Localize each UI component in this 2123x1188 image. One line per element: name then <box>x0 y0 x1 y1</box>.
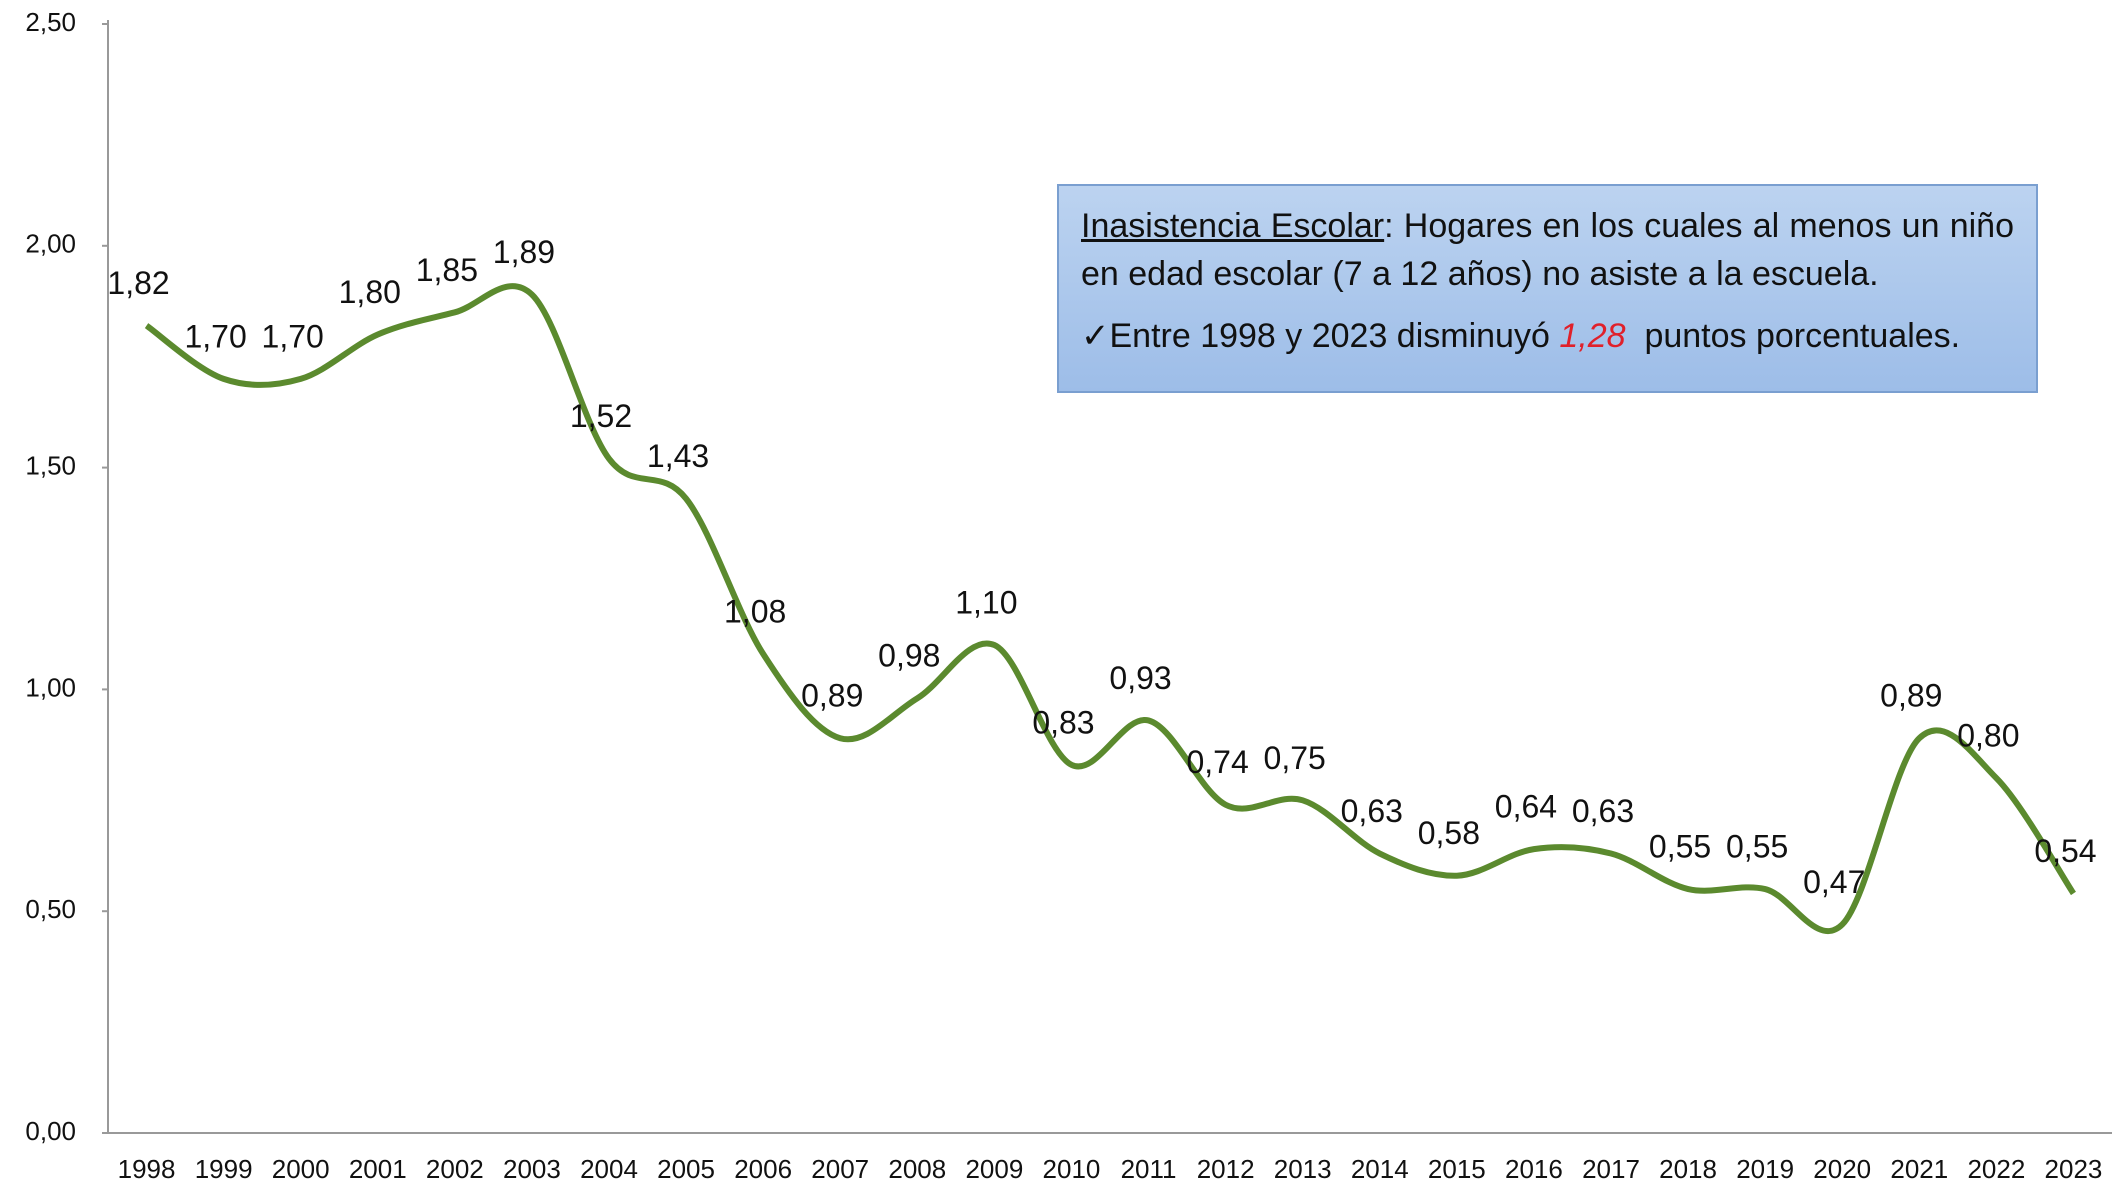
x-tick-label: 2010 <box>1043 1154 1101 1184</box>
annotation-text: : Hogares en los cuales al menos un niño… <box>1081 207 2014 293</box>
x-tick-label: 2013 <box>1274 1154 1332 1184</box>
x-tick-label: 2009 <box>965 1154 1023 1184</box>
data-label: 1,85 <box>416 252 478 288</box>
x-tick-label: 2005 <box>657 1154 715 1184</box>
data-label: 0,47 <box>1803 864 1865 900</box>
data-label: 1,43 <box>647 438 709 474</box>
x-tick-label: 2015 <box>1428 1154 1486 1184</box>
x-tick-label: 2003 <box>503 1154 561 1184</box>
y-tick-label: 1,50 <box>25 450 76 480</box>
x-tick-label: 2022 <box>1967 1154 2025 1184</box>
note-value: 1,28 <box>1559 317 1626 355</box>
x-tick-label: 2007 <box>811 1154 869 1184</box>
annotation-note: ✓Entre 1998 y 2023 disminuyó 1,28 puntos… <box>1081 312 2014 360</box>
x-tick-label: 1999 <box>195 1154 253 1184</box>
data-label: 1,52 <box>570 398 632 434</box>
x-tick-label: 2018 <box>1659 1154 1717 1184</box>
y-tick-label: 1,00 <box>25 672 76 702</box>
x-tick-label: 2019 <box>1736 1154 1794 1184</box>
note-end: puntos porcentuales. <box>1644 317 1961 355</box>
data-label: 0,75 <box>1264 740 1326 776</box>
data-label: 0,93 <box>1109 660 1171 696</box>
data-label: 0,89 <box>801 678 863 714</box>
y-tick-label: 0,50 <box>25 894 76 924</box>
x-tick-label: 2011 <box>1121 1154 1177 1184</box>
x-tick-label: 2008 <box>888 1154 946 1184</box>
data-label: 1,70 <box>184 318 246 354</box>
data-label: 0,55 <box>1649 828 1711 864</box>
x-tick-label: 2014 <box>1351 1154 1409 1184</box>
x-tick-label: 2012 <box>1197 1154 1255 1184</box>
x-tick-label: 2000 <box>272 1154 330 1184</box>
x-tick-label: 2004 <box>580 1154 638 1184</box>
x-tick-label: 2001 <box>349 1154 407 1184</box>
x-tick-label: 2006 <box>734 1154 792 1184</box>
note-start: ✓Entre 1998 y 2023 disminuyó <box>1081 317 1550 355</box>
data-label: 0,74 <box>1186 744 1248 780</box>
data-label: 1,80 <box>339 274 401 310</box>
y-tick-label: 0,00 <box>25 1116 76 1146</box>
data-label: 0,64 <box>1495 789 1557 825</box>
data-label: 0,55 <box>1726 828 1788 864</box>
x-tick-label: 2016 <box>1505 1154 1563 1184</box>
data-label: 1,89 <box>493 234 555 270</box>
data-label: 1,10 <box>955 584 1017 620</box>
annotation-box: Inasistencia Escolar: Hogares en los cua… <box>1057 184 2038 393</box>
data-label: 0,54 <box>2034 833 2096 869</box>
data-label: 0,80 <box>1957 718 2019 754</box>
data-label: 1,08 <box>724 593 786 629</box>
x-tick-label: 2017 <box>1582 1154 1640 1184</box>
x-tick-label: 2021 <box>1890 1154 1948 1184</box>
data-label: 0,58 <box>1418 815 1480 851</box>
data-label: 0,98 <box>878 638 940 674</box>
x-tick-label: 2020 <box>1813 1154 1871 1184</box>
data-label: 0,83 <box>1032 704 1094 740</box>
annotation-term: Inasistencia Escolar <box>1081 207 1385 245</box>
data-label: 1,70 <box>262 318 324 354</box>
data-label: 0,63 <box>1341 793 1403 829</box>
data-label: 0,63 <box>1572 793 1634 829</box>
x-tick-label: 2023 <box>2045 1154 2103 1184</box>
y-tick-label: 2,50 <box>25 7 76 37</box>
x-tick-label: 2002 <box>426 1154 484 1184</box>
data-label: 1,82 <box>107 265 169 301</box>
y-tick-label: 2,00 <box>25 229 76 259</box>
annotation-definition: Inasistencia Escolar: Hogares en los cua… <box>1081 202 2014 298</box>
x-tick-label: 1998 <box>118 1154 176 1184</box>
data-label: 0,89 <box>1880 678 1942 714</box>
line <box>144 283 2076 935</box>
